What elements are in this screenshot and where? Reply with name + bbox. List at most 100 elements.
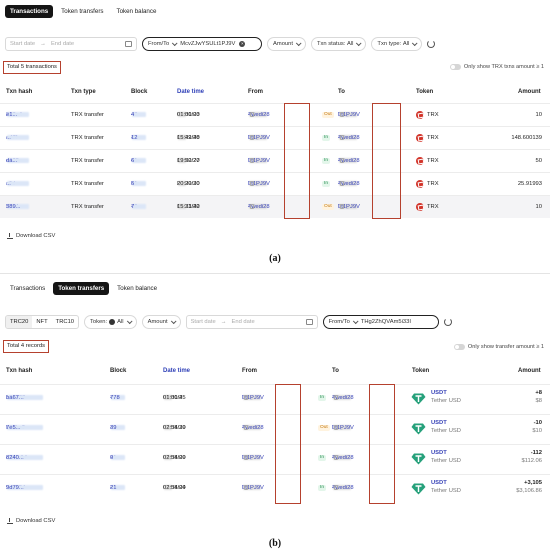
toggle-switch[interactable] <box>453 344 465 350</box>
from-address-end[interactable]: Lt1PJ9V <box>248 181 270 187</box>
from-address-end[interactable]: Lt1PJ9V <box>242 395 264 401</box>
from-address-end[interactable]: Lt1PJ9V <box>248 135 270 141</box>
token-name[interactable]: TRX <box>427 204 439 210</box>
copy-icon[interactable] <box>250 158 254 163</box>
date-range-picker[interactable]: Start date → End date <box>185 315 318 329</box>
token-name[interactable]: TRX <box>427 181 439 187</box>
hash-end[interactable]: da... <box>6 158 18 164</box>
token-name[interactable]: TRX <box>427 158 439 164</box>
tab-token-balance[interactable]: Token balance <box>116 8 157 15</box>
copy-icon[interactable] <box>340 112 344 117</box>
from-address-end[interactable]: 4wedi28 <box>248 112 270 118</box>
token-name[interactable]: USDT <box>431 450 447 456</box>
from-to-filter[interactable]: From/To McvZJwYSULt1PJ9V × <box>142 37 262 51</box>
from-address-end[interactable]: Lt1PJ9V <box>242 485 264 491</box>
from-address-end[interactable]: Lt1PJ9V <box>248 158 270 164</box>
token-name[interactable]: TRX <box>427 112 439 118</box>
to-address-end[interactable]: 4wedi28 <box>338 181 360 187</box>
txn-status-filter[interactable]: Txn status: All <box>310 37 367 51</box>
copy-icon[interactable] <box>334 395 338 400</box>
to-address-end[interactable]: 4wedi28 <box>332 395 354 401</box>
copy-icon[interactable] <box>250 181 254 186</box>
tab-token-transfers[interactable]: Token transfers <box>61 8 104 15</box>
block-end[interactable]: 9 <box>110 455 114 461</box>
tab-trc10[interactable]: TRC10 <box>55 319 75 325</box>
token-name[interactable]: USDT <box>431 420 447 426</box>
block-end[interactable]: 5 <box>131 181 135 187</box>
hash-end[interactable]: 8240... <box>6 455 24 461</box>
to-address-end[interactable]: 4wedi28 <box>338 135 360 141</box>
from-address-end[interactable]: 4wedi28 <box>242 425 264 431</box>
copy-icon[interactable] <box>334 455 338 460</box>
tab-transactions[interactable]: Transactions <box>10 285 46 292</box>
download-csv-button[interactable]: Download CSV <box>7 518 55 524</box>
copy-icon[interactable] <box>340 204 344 209</box>
copy-icon[interactable] <box>244 485 248 490</box>
block-end[interactable]: 39 <box>110 425 117 431</box>
to-address-end[interactable]: Lt1PJ9V <box>338 112 360 118</box>
copy-icon[interactable] <box>340 135 344 140</box>
copy-icon[interactable] <box>334 485 338 490</box>
token-name[interactable]: TRX <box>427 135 439 141</box>
end-date-input[interactable]: End date <box>50 41 75 47</box>
toggle-switch[interactable] <box>449 64 461 70</box>
token-name[interactable]: USDT <box>431 390 447 396</box>
hash-end[interactable]: 9d79... <box>6 485 24 491</box>
txn-type-filter[interactable]: Txn type: All <box>371 37 423 51</box>
from-to-value[interactable]: McvZJwYSULt1PJ9V <box>180 41 236 47</box>
hash-end[interactable]: 7e5... <box>6 425 21 431</box>
amount-filter[interactable]: Amount <box>267 37 306 51</box>
to-address-end[interactable]: 4wedi28 <box>332 455 354 461</box>
block-end[interactable]: 778 <box>110 395 120 401</box>
refresh-icon[interactable] <box>443 318 452 326</box>
to-address-end[interactable]: 4wedi28 <box>338 158 360 164</box>
tab-trc20[interactable]: TRC20 <box>6 316 33 328</box>
copy-icon[interactable] <box>340 158 344 163</box>
block-end[interactable]: 6 <box>131 158 135 164</box>
date-range-picker[interactable]: Start date → End date <box>5 37 137 51</box>
copy-icon[interactable] <box>250 204 254 209</box>
token-name[interactable]: USDT <box>431 480 447 486</box>
col-date-time[interactable]: Date time <box>163 368 191 374</box>
copy-icon[interactable] <box>244 425 248 430</box>
to-address-end[interactable]: Lt1PJ9V <box>338 204 360 210</box>
end-date-input[interactable]: End date <box>231 319 255 325</box>
copy-icon[interactable] <box>340 181 344 186</box>
tab-transactions[interactable]: Transactions <box>5 5 54 18</box>
block-end[interactable]: 4 <box>131 112 135 118</box>
hash-end[interactable]: ... <box>6 181 11 187</box>
col-date-time[interactable]: Date time <box>177 89 205 95</box>
start-date-input[interactable]: Start date <box>190 319 216 325</box>
tab-token-balance[interactable]: Token balance <box>117 285 158 292</box>
hash-end[interactable]: ba67... <box>6 395 24 401</box>
copy-icon[interactable] <box>250 135 254 140</box>
amount-toggle-row[interactable]: Only show transfer amount ≥ 1 <box>453 344 544 350</box>
hash-end[interactable]: e1... <box>6 112 18 118</box>
from-to-value[interactable]: THg2ZhQVAm5i33I <box>360 319 411 325</box>
copy-icon[interactable] <box>250 112 254 117</box>
download-csv-button[interactable]: Download CSV <box>7 233 55 239</box>
start-date-input[interactable]: Start date <box>10 41 36 47</box>
amount-filter[interactable]: Amount <box>141 315 181 329</box>
amount-toggle-row[interactable]: Only show TRX txns amount ≥ 1 <box>449 64 544 70</box>
copy-icon[interactable] <box>244 455 248 460</box>
clear-icon[interactable]: × <box>239 41 246 47</box>
hash-end[interactable]: ... <box>6 135 11 141</box>
token-standard-tabs[interactable]: TRC20 NFT TRC10 <box>5 315 80 329</box>
tab-nft[interactable]: NFT <box>36 319 48 325</box>
copy-icon[interactable] <box>334 425 338 430</box>
tab-token-transfers[interactable]: Token transfers <box>53 282 110 295</box>
block-end[interactable]: 21 <box>110 485 117 491</box>
date-start: 06/09/20 <box>177 181 200 187</box>
block-end[interactable]: 12 <box>131 135 138 141</box>
to-address-end[interactable]: 4wedi28 <box>332 485 354 491</box>
from-address-end[interactable]: 4wedi28 <box>248 204 270 210</box>
token-filter[interactable]: Token: All <box>84 315 137 329</box>
refresh-icon[interactable] <box>427 40 436 48</box>
to-address-end[interactable]: Lt1PJ9V <box>332 425 354 431</box>
hash-end[interactable]: 389... <box>6 204 21 210</box>
copy-icon[interactable] <box>244 395 248 400</box>
from-address-end[interactable]: Lt1PJ9V <box>242 455 264 461</box>
block-end[interactable]: 7 <box>131 204 135 210</box>
from-to-filter[interactable]: From/To THg2ZhQVAm5i33I <box>322 315 439 329</box>
